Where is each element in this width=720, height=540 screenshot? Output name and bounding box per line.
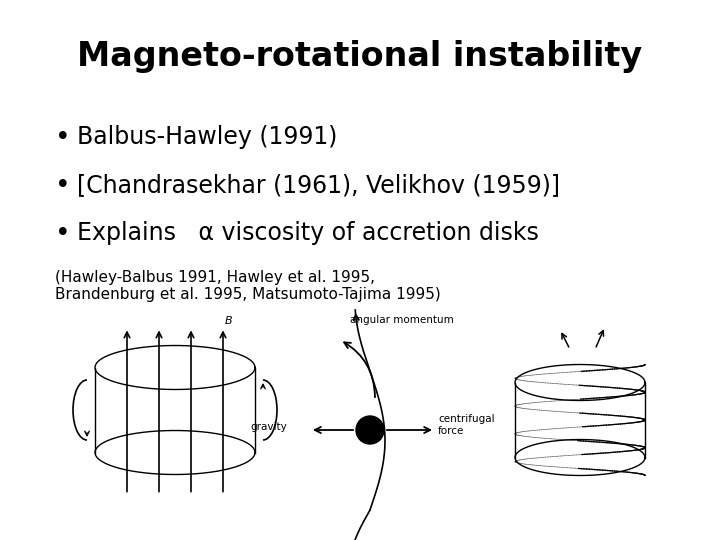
Text: •: • bbox=[55, 125, 71, 151]
Text: angular momentum: angular momentum bbox=[350, 315, 454, 325]
Text: Balbus-Hawley (1991): Balbus-Hawley (1991) bbox=[77, 125, 338, 149]
Text: gravity: gravity bbox=[250, 422, 287, 432]
Text: Explains   α viscosity of accretion disks: Explains α viscosity of accretion disks bbox=[77, 221, 539, 245]
Text: (Hawley-Balbus 1991, Hawley et al. 1995,
Brandenburg et al. 1995, Matsumoto-Taji: (Hawley-Balbus 1991, Hawley et al. 1995,… bbox=[55, 270, 441, 302]
Text: •: • bbox=[55, 221, 71, 247]
Text: centrifugal
force: centrifugal force bbox=[438, 414, 495, 436]
Circle shape bbox=[356, 416, 384, 444]
Text: [Chandrasekhar (1961), Velikhov (1959)]: [Chandrasekhar (1961), Velikhov (1959)] bbox=[77, 173, 560, 197]
Text: B: B bbox=[225, 315, 233, 326]
Text: Magneto-rotational instability: Magneto-rotational instability bbox=[78, 40, 642, 73]
Text: •: • bbox=[55, 173, 71, 199]
